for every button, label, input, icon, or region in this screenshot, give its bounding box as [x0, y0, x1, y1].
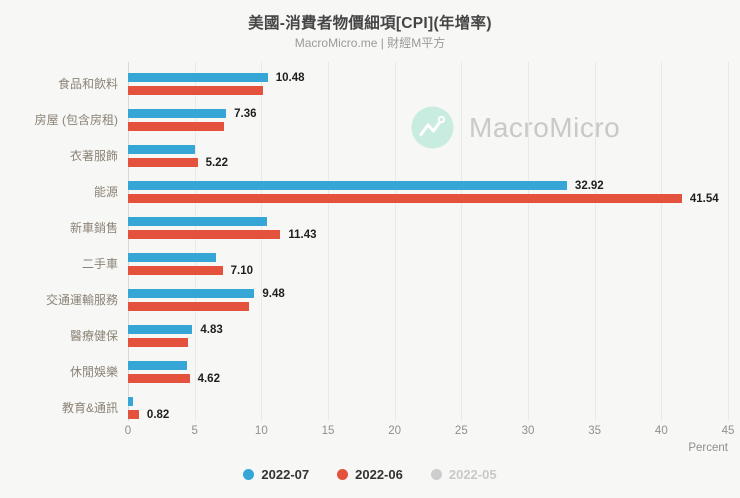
legend-item-2022-06[interactable]: 2022-06 — [337, 467, 403, 482]
gridline — [728, 62, 729, 421]
gridline — [194, 62, 196, 421]
gridline — [528, 62, 529, 421]
macromicro-logo-icon — [411, 106, 454, 149]
legend-item-2022-05[interactable]: 2022-05 — [430, 467, 497, 482]
data-label: 32.92 — [574, 179, 604, 192]
bar-2022-06 — [128, 338, 188, 347]
bar-2022-07 — [128, 325, 193, 334]
bar-2022-07 — [128, 181, 567, 190]
data-label: 0.82 — [146, 408, 170, 421]
chart-title: 美國-消費者物價細項[CPI](年增率) — [248, 15, 492, 32]
data-label: 5.22 — [205, 156, 228, 169]
legend-marker-icon — [430, 469, 442, 480]
category-label: 房屋 (包含房租) — [34, 113, 118, 127]
data-label: 9.48 — [262, 287, 285, 300]
legend-label: 2022-05 — [448, 467, 497, 482]
bar-2022-07 — [128, 109, 227, 118]
bar-2022-06 — [128, 122, 224, 131]
plot-area: 10.48 7.36 5.22 32.92 41.54 11.43 7.10 9.48 4.83… — [128, 62, 729, 421]
gridline — [461, 62, 463, 421]
category-label: 新車銷售 — [69, 221, 118, 235]
gridline — [394, 62, 396, 421]
x-tick-label: 25 — [454, 425, 468, 437]
watermark: MacroMicro — [411, 106, 620, 149]
bar-2022-07 — [128, 289, 255, 298]
x-tick-label: 10 — [254, 425, 268, 437]
bar-2022-07 — [128, 397, 134, 406]
y-axis-line — [128, 62, 129, 421]
x-tick-label: 15 — [321, 425, 335, 437]
category-label: 能源 — [93, 185, 118, 199]
legend: 2022-07 2022-06 2022-05 — [0, 467, 740, 482]
x-tick-label: 5 — [191, 425, 198, 437]
gridline — [328, 62, 329, 421]
data-label: 7.10 — [230, 264, 254, 277]
legend-marker-icon — [243, 469, 255, 480]
bar-2022-06 — [128, 410, 139, 419]
x-tick-label: 20 — [388, 425, 402, 437]
x-axis-title: Percent — [688, 442, 728, 454]
category-label: 交通運輸服務 — [45, 293, 118, 307]
gridline — [261, 62, 263, 421]
category-label: 醫療健保 — [69, 329, 118, 343]
category-label: 二手車 — [81, 257, 118, 271]
x-tick-label: 0 — [124, 425, 132, 437]
x-tick-label: 30 — [521, 425, 535, 437]
x-tick-label: 40 — [654, 425, 668, 437]
bar-2022-06 — [128, 194, 682, 203]
data-label: 4.83 — [200, 323, 223, 336]
watermark-text: MacroMicro — [469, 111, 621, 143]
chart-subtitle: MacroMicro.me | 財經M平方 — [294, 36, 446, 50]
category-label: 食品和飲料 — [57, 77, 118, 91]
data-label: 11.43 — [288, 228, 317, 241]
category-label: 休閒娛樂 — [69, 365, 118, 379]
bar-2022-07 — [128, 145, 195, 154]
data-label: 4.62 — [197, 372, 220, 385]
bar-2022-07 — [128, 253, 216, 262]
category-label: 衣著服飾 — [69, 149, 118, 163]
legend-item-2022-07[interactable]: 2022-07 — [243, 467, 309, 482]
bar-2022-07 — [128, 361, 187, 370]
data-label: 10.48 — [275, 71, 305, 84]
legend-label: 2022-07 — [261, 467, 310, 482]
bar-2022-07 — [128, 217, 267, 226]
bar-2022-06 — [128, 374, 190, 383]
legend-label: 2022-06 — [355, 467, 403, 482]
data-label: 41.54 — [689, 192, 719, 205]
bar-2022-06 — [128, 158, 198, 167]
x-tick-label: 35 — [588, 425, 602, 437]
bar-2022-06 — [128, 86, 263, 95]
gridline — [594, 62, 596, 421]
data-label: 7.36 — [234, 107, 257, 120]
bar-2022-06 — [128, 302, 250, 311]
x-tick-label: 45 — [721, 425, 735, 437]
legend-marker-icon — [337, 469, 349, 480]
category-label: 教育&通訊 — [61, 401, 118, 415]
bar-2022-06 — [128, 266, 223, 275]
gridline — [661, 62, 663, 421]
bar-2022-07 — [128, 73, 268, 82]
bar-2022-06 — [128, 230, 281, 239]
